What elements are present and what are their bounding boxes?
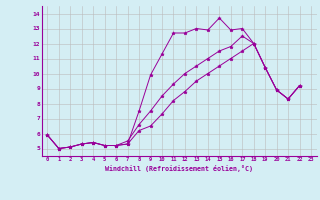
X-axis label: Windchill (Refroidissement éolien,°C): Windchill (Refroidissement éolien,°C) xyxy=(105,165,253,172)
